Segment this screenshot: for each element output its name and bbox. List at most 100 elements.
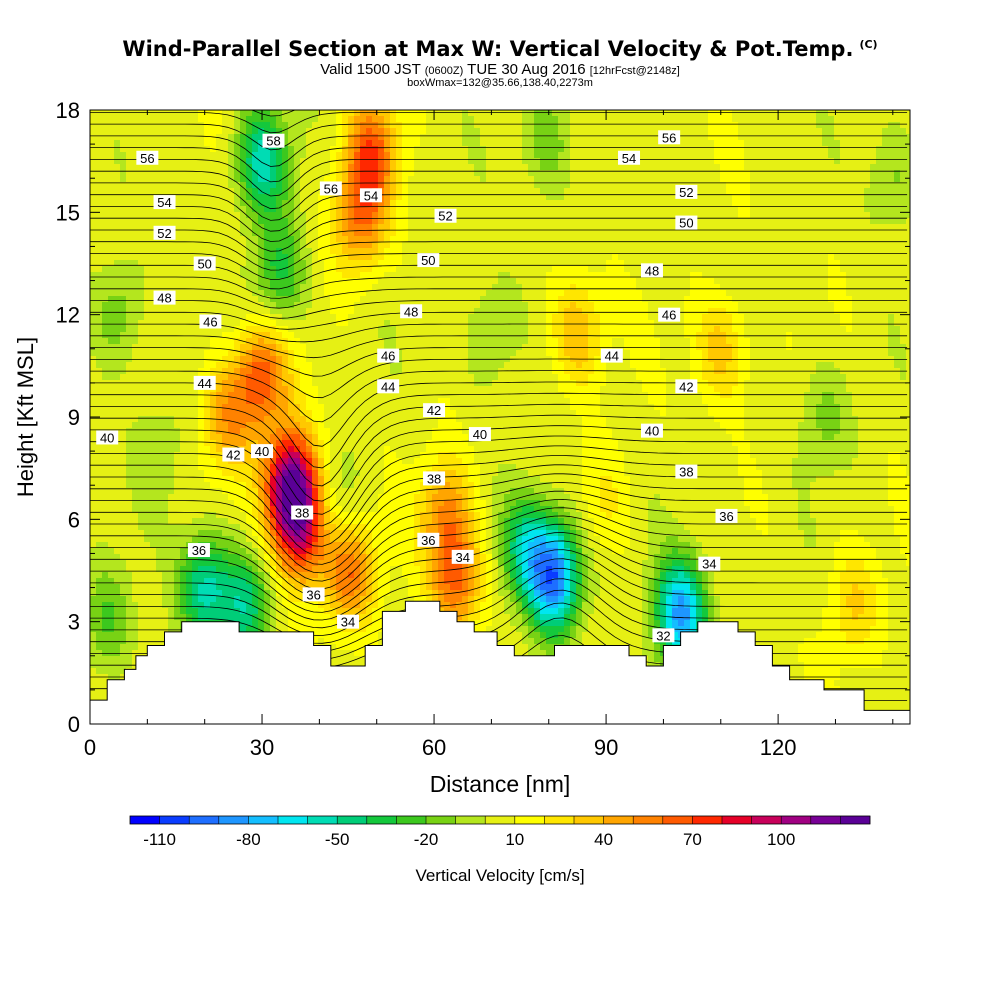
velocity-cell	[726, 116, 733, 123]
velocity-cell	[528, 164, 535, 171]
velocity-cell	[522, 200, 529, 207]
velocity-cell	[480, 302, 487, 309]
velocity-cell	[372, 302, 379, 309]
velocity-cell	[378, 320, 385, 327]
velocity-cell	[246, 278, 253, 285]
velocity-cell	[606, 182, 613, 189]
velocity-cell	[834, 260, 841, 267]
velocity-cell	[792, 200, 799, 207]
velocity-cell	[270, 242, 277, 249]
velocity-cell	[636, 188, 643, 195]
velocity-cell	[840, 296, 847, 303]
velocity-cell	[486, 140, 493, 147]
velocity-cell	[792, 314, 799, 321]
velocity-cell	[576, 146, 583, 153]
velocity-cell	[582, 290, 589, 297]
velocity-cell	[324, 242, 331, 249]
velocity-cell	[120, 278, 127, 285]
velocity-cell	[210, 200, 217, 207]
velocity-cell	[678, 296, 685, 303]
velocity-cell	[684, 320, 691, 327]
velocity-cell	[102, 272, 109, 279]
velocity-cell	[246, 314, 253, 321]
velocity-cell	[426, 218, 433, 225]
velocity-cell	[498, 116, 505, 123]
velocity-cell	[804, 170, 811, 177]
velocity-cell	[408, 170, 415, 177]
velocity-cell	[252, 110, 259, 117]
velocity-cell	[750, 320, 757, 327]
velocity-cell	[510, 260, 517, 267]
velocity-cell	[756, 206, 763, 213]
velocity-cell	[258, 236, 265, 243]
velocity-cell	[678, 266, 685, 273]
velocity-cell	[660, 176, 667, 183]
velocity-cell	[306, 254, 313, 261]
velocity-cell	[318, 170, 325, 177]
velocity-cell	[786, 248, 793, 255]
velocity-cell	[570, 116, 577, 123]
velocity-cell	[768, 242, 775, 249]
velocity-cell	[858, 272, 865, 279]
velocity-cell	[348, 272, 355, 279]
velocity-cell	[636, 122, 643, 129]
velocity-cell	[840, 320, 847, 327]
velocity-cell	[96, 314, 103, 321]
velocity-cell	[822, 224, 829, 231]
velocity-cell	[642, 164, 649, 171]
velocity-cell	[456, 176, 463, 183]
velocity-cell	[840, 212, 847, 219]
velocity-cell	[840, 200, 847, 207]
velocity-cell	[408, 188, 415, 195]
velocity-cell	[438, 308, 445, 315]
velocity-cell	[444, 164, 451, 171]
velocity-cell	[630, 134, 637, 141]
velocity-cell	[618, 308, 625, 315]
velocity-cell	[102, 182, 109, 189]
velocity-cell	[150, 200, 157, 207]
velocity-cell	[744, 218, 751, 225]
velocity-cell	[804, 152, 811, 159]
velocity-cell	[558, 236, 565, 243]
velocity-cell	[444, 182, 451, 189]
velocity-cell	[228, 116, 235, 123]
velocity-cell	[906, 320, 910, 327]
velocity-cell	[792, 128, 799, 135]
velocity-cell	[810, 224, 817, 231]
velocity-cell	[906, 254, 910, 261]
velocity-cell	[96, 224, 103, 231]
velocity-cell	[798, 302, 805, 309]
velocity-cell	[324, 302, 331, 309]
velocity-cell	[342, 236, 349, 243]
velocity-cell	[372, 146, 379, 153]
velocity-cell	[312, 254, 319, 261]
velocity-cell	[516, 164, 523, 171]
velocity-cell	[822, 272, 829, 279]
velocity-cell	[744, 254, 751, 261]
velocity-cell	[882, 320, 889, 327]
velocity-cell	[738, 242, 745, 249]
velocity-cell	[750, 128, 757, 135]
velocity-cell	[456, 230, 463, 237]
velocity-cell	[192, 320, 199, 327]
velocity-cell	[894, 128, 901, 135]
velocity-cell	[840, 218, 847, 225]
velocity-cell	[618, 242, 625, 249]
velocity-cell	[600, 296, 607, 303]
velocity-cell	[372, 128, 379, 135]
velocity-cell	[114, 212, 121, 219]
velocity-cell	[246, 230, 253, 237]
velocity-cell	[120, 236, 127, 243]
velocity-cell	[858, 212, 865, 219]
velocity-cell	[708, 194, 715, 201]
velocity-cell	[168, 284, 175, 291]
velocity-cell	[660, 200, 667, 207]
velocity-cell	[798, 206, 805, 213]
velocity-cell	[600, 236, 607, 243]
velocity-cell	[690, 128, 697, 135]
velocity-cell	[516, 254, 523, 261]
velocity-cell	[270, 302, 277, 309]
velocity-cell	[714, 116, 721, 123]
velocity-cell	[798, 182, 805, 189]
velocity-cell	[366, 200, 373, 207]
